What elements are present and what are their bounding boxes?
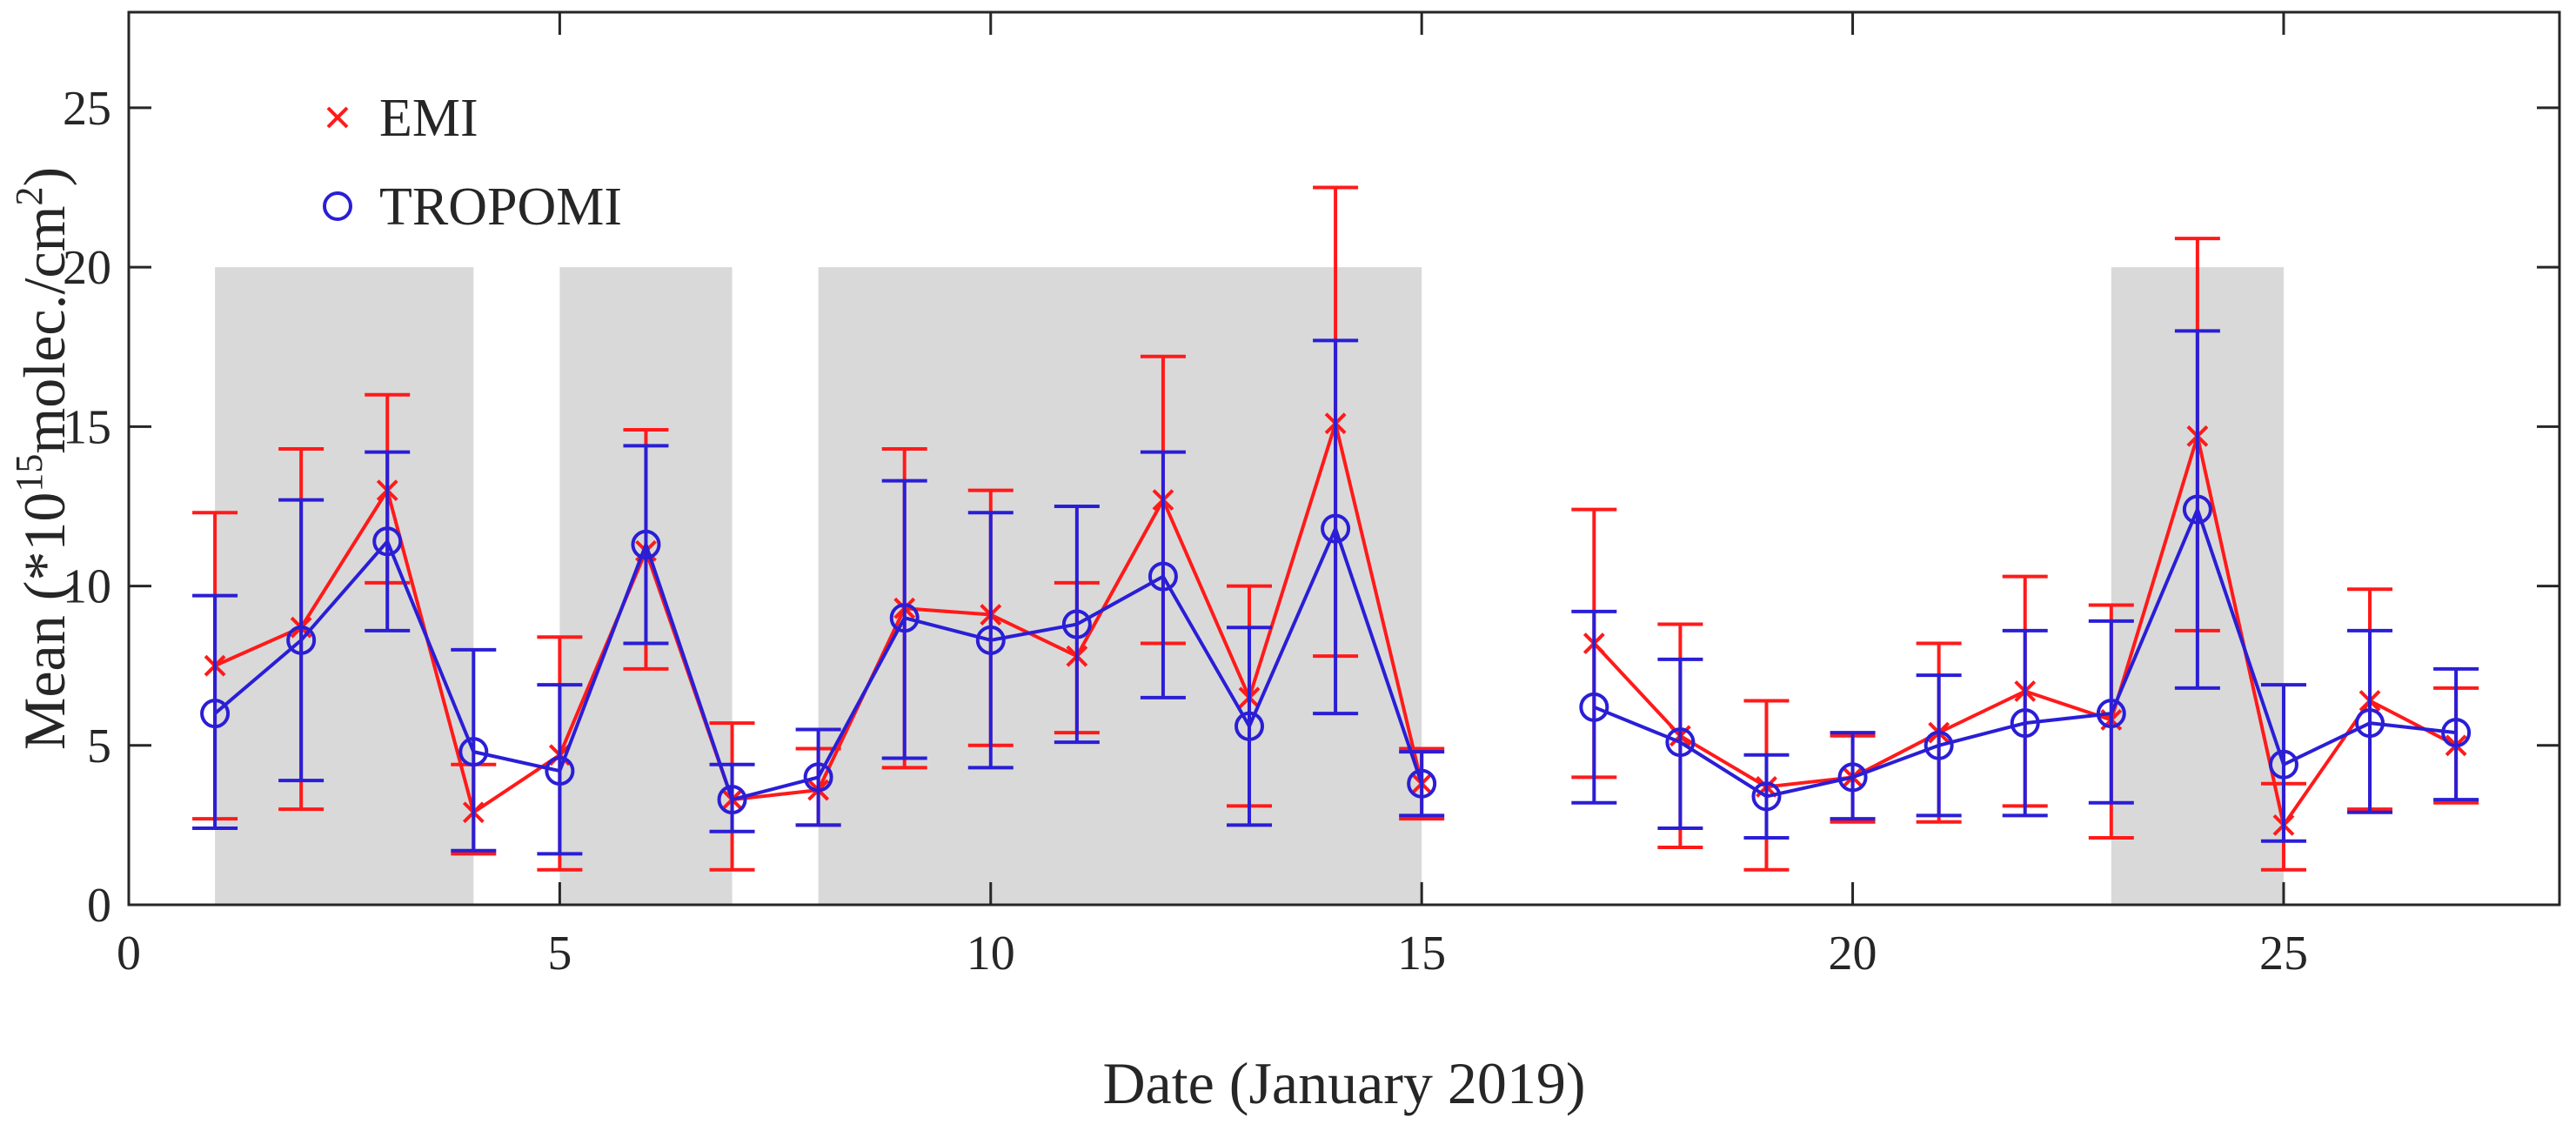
point-tropomi-12 — [1147, 561, 1178, 592]
y-tick-label-25: 25 — [63, 82, 111, 136]
x-tick-label-25: 25 — [2259, 927, 2308, 980]
legend-marker-tropomi-circle — [323, 191, 352, 221]
point-tropomi-22 — [2010, 708, 2040, 739]
y-axis-label-unit: molec./cm — [11, 206, 77, 454]
point-tropomi-19 — [1751, 781, 1782, 812]
point-tropomi-1 — [200, 699, 231, 729]
legend-x-glyph — [326, 106, 349, 129]
point-tropomi-15 — [1407, 768, 1437, 799]
shaded-span-2 — [818, 267, 1422, 906]
legend-label-tropomi: TROPOMI — [379, 177, 622, 237]
x-tick-label-10: 10 — [967, 927, 1015, 980]
x-tick-label-0: 0 — [117, 927, 141, 980]
point-tropomi-3 — [372, 526, 403, 557]
point-tropomi-2 — [286, 625, 317, 655]
series-line-tropomi-0 — [213, 526, 1424, 802]
x-tick-label-5: 5 — [547, 927, 572, 980]
legend-circle-glyph — [323, 191, 352, 221]
point-tropomi-8 — [803, 762, 833, 793]
point-tropomi-5 — [545, 756, 575, 786]
point-tropomi-18 — [1665, 727, 1696, 758]
point-tropomi-6 — [631, 529, 661, 559]
legend-entry-emi: EMI — [326, 89, 478, 148]
y-axis-label-prefix: Mean (*10 — [11, 492, 77, 750]
point-tropomi-11 — [1061, 609, 1092, 639]
point-tropomi-26 — [2355, 708, 2385, 739]
point-tropomi-14 — [1321, 513, 1351, 544]
y-tick-label-15: 15 — [63, 400, 111, 454]
point-tropomi-17 — [1579, 692, 1609, 722]
point-tropomi-10 — [975, 625, 1006, 655]
shaded-span-0 — [215, 267, 474, 906]
axis-ticks: 0 5 10 15 20 25 0 5 10 15 20 25 — [63, 12, 2559, 980]
point-tropomi-21 — [1924, 730, 1954, 760]
y-tick-label-20: 20 — [63, 241, 111, 295]
point-tropomi-25 — [2268, 749, 2298, 780]
legend-label-emi: EMI — [379, 89, 478, 148]
series-tropomi — [192, 329, 2479, 856]
y-axis-label: Mean (*1015molec./cm2) — [8, 167, 77, 750]
x-axis-label: Date (January 2019) — [1102, 1050, 1585, 1116]
x-tick-label-15: 15 — [1397, 927, 1446, 980]
point-tropomi-20 — [1837, 762, 1868, 793]
x-tick-label-20: 20 — [1829, 927, 1877, 980]
point-tropomi-13 — [1234, 711, 1265, 741]
y-tick-label-0: 0 — [87, 879, 111, 933]
y-tick-label-5: 5 — [87, 719, 111, 773]
point-tropomi-9 — [889, 603, 920, 633]
errorbar-tropomi-27 — [2433, 666, 2479, 802]
legend-x-glyph-stroke-b — [326, 106, 349, 129]
y-tick-label-10: 10 — [63, 560, 111, 614]
point-tropomi-4 — [458, 737, 489, 767]
series-layer — [192, 185, 2479, 872]
series-line-tropomi-1 — [1593, 507, 2457, 799]
point-tropomi-24 — [2182, 494, 2212, 525]
plot-frame — [127, 10, 2561, 907]
y-axis-label-suffix: ) — [11, 167, 77, 187]
point-tropomi-23 — [2096, 699, 2126, 729]
legend: EMI TROPOMI — [323, 89, 622, 237]
point-tropomi-27 — [2441, 718, 2472, 748]
y-axis-label-exponent-2: 2 — [8, 187, 50, 206]
legend-entry-tropomi: TROPOMI — [323, 177, 622, 237]
legend-marker-emi-x — [326, 106, 349, 129]
y-axis-label-exponent: 15 — [8, 454, 50, 492]
point-tropomi-7 — [717, 785, 747, 815]
